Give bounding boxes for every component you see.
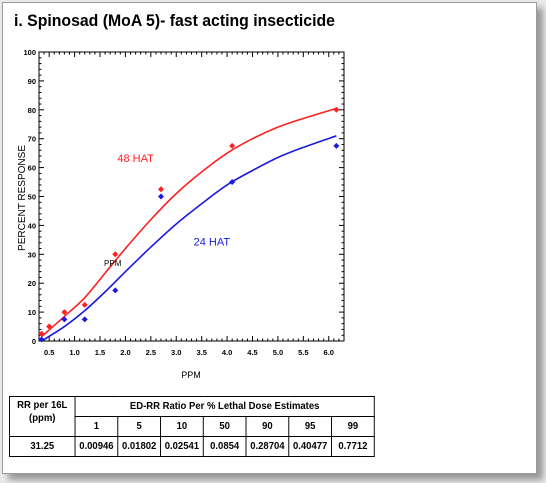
- fit-curve: [41, 107, 337, 338]
- data-point: [81, 301, 88, 308]
- rr-header: RR per 16L (ppm): [9, 396, 76, 437]
- x-tick-label: 1.5: [95, 348, 105, 357]
- x-axis-label: PPM: [181, 370, 201, 380]
- lethal-dose-table: RR per 16L (ppm) ED-RR Ratio Per % Letha…: [9, 396, 375, 457]
- data-point: [61, 309, 68, 316]
- data-point: [158, 186, 164, 193]
- ratio-value: 0.02541: [160, 436, 204, 457]
- y-tick-label: 0: [32, 337, 36, 346]
- x-tick-label: 3.5: [196, 348, 206, 357]
- pct-header: 1: [74, 416, 119, 437]
- x-tick-label: 4.5: [247, 348, 257, 357]
- pct-header: 90: [245, 416, 290, 437]
- y-tick-label: 20: [28, 279, 36, 288]
- x-tick-label: 4.0: [222, 348, 232, 357]
- y-tick-label: 10: [28, 308, 36, 317]
- x-tick-label: 2.0: [120, 348, 130, 357]
- ratio-value: 0.00946: [74, 436, 119, 457]
- ratio-value: 0.7712: [331, 436, 375, 457]
- chart-annotation: 24 HAT: [194, 237, 231, 249]
- page-title: i. Spinosad (MoA 5)- fast acting insecti…: [14, 11, 335, 30]
- ratio-value: 0.28704: [245, 436, 290, 457]
- data-point: [112, 251, 119, 258]
- ratio-value: 0.01802: [117, 436, 161, 457]
- y-tick-label: 70: [28, 135, 36, 144]
- x-tick-label: 0.5: [44, 348, 54, 357]
- x-tick-label: 2.5: [146, 348, 156, 357]
- pct-header: 95: [288, 416, 332, 437]
- ratio-value: 0.0854: [202, 436, 247, 457]
- x-tick-label: 5.5: [298, 348, 308, 357]
- pct-header: 10: [160, 416, 204, 437]
- data-point: [229, 179, 236, 186]
- table-group-header: ED-RR Ratio Per % Lethal Dose Estimates: [74, 396, 375, 417]
- y-tick-label: 30: [28, 250, 36, 259]
- y-tick-label: 40: [28, 221, 36, 230]
- y-tick-label: 100: [23, 48, 36, 57]
- dose-response-chart: 0 10 20 30 40 50 60 70 80 90 100 0.5 1.0 1.5 2.0 2.5 3.…: [17, 48, 345, 380]
- y-tick-label: 80: [28, 106, 36, 115]
- pct-header: 50: [202, 416, 247, 437]
- data-point: [112, 287, 119, 294]
- data-point: [38, 330, 45, 337]
- y-tick-label: 50: [28, 193, 36, 202]
- pct-header: 99: [331, 416, 375, 437]
- x-tick-label: 3.0: [171, 348, 181, 357]
- data-point: [61, 316, 68, 323]
- data-point: [38, 336, 45, 343]
- data-point: [333, 142, 340, 149]
- x-tick-label: 1.0: [69, 348, 79, 357]
- figure-card: i. Spinosad (MoA 5)- fast acting insecti…: [2, 2, 537, 474]
- rr-value: 31.25: [9, 436, 76, 457]
- x-tick-label: 5.0: [273, 348, 283, 357]
- chart-annotation: PPM: [104, 259, 122, 268]
- chart-annotation: 48 HAT: [117, 153, 154, 165]
- x-tick-label: 6.0: [324, 348, 334, 357]
- data-point: [333, 106, 340, 113]
- data-point: [46, 323, 53, 330]
- y-axis-label: PERCENT RESPONSE: [17, 145, 28, 251]
- data-point: [81, 316, 88, 323]
- pct-header: 5: [117, 416, 161, 437]
- y-tick-label: 60: [28, 164, 36, 173]
- fit-curve: [41, 135, 337, 342]
- data-point: [158, 193, 164, 200]
- data-point: [229, 142, 236, 149]
- ratio-value: 0.40477: [288, 436, 332, 457]
- y-tick-label: 90: [28, 77, 36, 86]
